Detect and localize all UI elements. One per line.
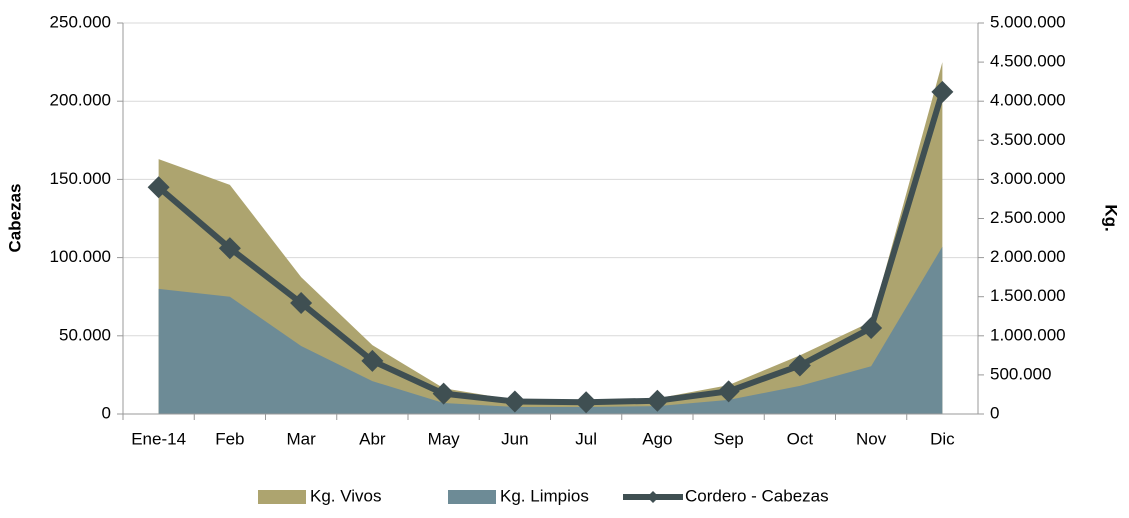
x-tick-label: Abr	[359, 429, 386, 448]
y2-tick-label: 5.000.000	[990, 12, 1066, 31]
x-tick-label: Sep	[714, 429, 744, 448]
area	[158, 246, 943, 414]
y2-tick-label: 2.500.000	[990, 208, 1066, 227]
y-axis-title: Cabezas	[5, 184, 24, 253]
y2-tick-label: 1.500.000	[990, 286, 1066, 305]
y2-tick-label: 3.500.000	[990, 130, 1066, 149]
y-tick-label: 100.000	[50, 247, 111, 266]
marker	[432, 382, 455, 405]
x-tick-label: May	[428, 429, 461, 448]
y2-tick-label: 3.000.000	[990, 169, 1066, 188]
x-tick-label: Feb	[215, 429, 244, 448]
x-tick-label: Ene-14	[131, 429, 186, 448]
x-tick-label: Oct	[787, 429, 814, 448]
y2-tick-label: 2.000.000	[990, 247, 1066, 266]
marker	[788, 354, 811, 377]
y2-tick-label: 4.500.000	[990, 52, 1066, 71]
marker	[361, 349, 384, 372]
legend-label: Kg. Vivos	[310, 486, 382, 505]
x-tick-label: Dic	[930, 429, 955, 448]
legend-marker	[647, 491, 659, 503]
legend-label: Kg. Limpios	[500, 486, 589, 505]
legend-swatch	[258, 490, 306, 504]
marker	[860, 316, 883, 339]
y2-tick-label: 1.000.000	[990, 325, 1066, 344]
marker	[290, 291, 313, 314]
x-tick-label: Nov	[856, 429, 887, 448]
marker	[931, 80, 954, 103]
marker	[646, 389, 669, 412]
legend-label: Cordero - Cabezas	[685, 486, 829, 505]
y-tick-label: 0	[102, 403, 111, 422]
y2-tick-label: 0	[990, 403, 999, 422]
y-tick-label: 250.000	[50, 12, 111, 31]
x-tick-label: Jun	[501, 429, 528, 448]
marker	[503, 390, 526, 413]
marker	[218, 237, 241, 260]
y-tick-label: 50.000	[59, 325, 111, 344]
marker	[147, 176, 170, 199]
legend-swatch	[448, 490, 496, 504]
y2-tick-label: 4.000.000	[990, 91, 1066, 110]
y2-tick-label: 500.000	[990, 364, 1051, 383]
x-tick-label: Mar	[286, 429, 316, 448]
y-tick-label: 200.000	[50, 91, 111, 110]
y-tick-label: 150.000	[50, 169, 111, 188]
x-tick-label: Jul	[575, 429, 597, 448]
x-tick-label: Ago	[642, 429, 672, 448]
line	[156, 90, 946, 406]
marker	[575, 391, 598, 414]
y2-axis-title: Kg.	[1102, 204, 1121, 231]
marker	[717, 380, 740, 403]
